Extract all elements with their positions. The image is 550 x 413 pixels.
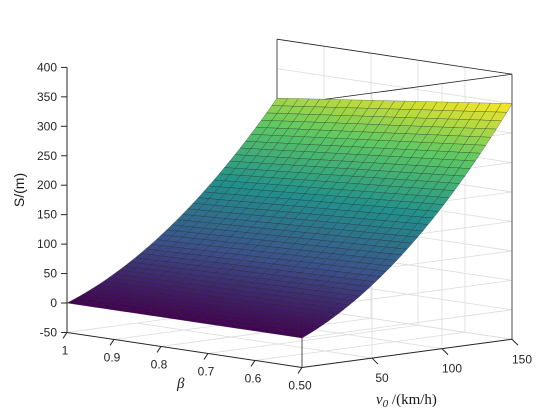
z-tick-label: -50 [40, 325, 58, 339]
z-tick-label: 150 [37, 208, 57, 222]
x-axis-label: v0 /(km/h) [376, 392, 437, 410]
x-axis-label-var: v [376, 392, 383, 408]
y-tick-mark [203, 353, 209, 360]
x-tick-label: 150 [512, 352, 532, 366]
surface-patch [290, 333, 308, 339]
y-tick-label: 0.7 [198, 364, 215, 378]
y-tick-label: 1 [62, 343, 69, 357]
y-tick-mark [109, 339, 115, 346]
x-tick-label: 50 [375, 371, 389, 385]
tick-labels: 400 350 300 250 200 150 100 50 0 -50 1 0.9 0.8 0.7 0.6… [37, 60, 532, 392]
z-tick-label: 250 [37, 149, 57, 163]
x-tick-mark [441, 348, 449, 356]
x-axis-label-unit: /(km/h) [388, 392, 437, 408]
z-tick-label: 350 [37, 90, 57, 104]
box-edge [276, 38, 513, 75]
gridline-z [276, 68, 513, 105]
x-tick-mark [511, 338, 519, 346]
z-axis-label: S/(m) [11, 173, 27, 207]
y-tick-mark [297, 367, 303, 374]
x-tick-label: 100 [442, 362, 462, 376]
y-tick-label: 0.50 [288, 378, 312, 392]
y-tick-label: 0.8 [151, 357, 168, 371]
box-edge [301, 73, 513, 103]
x-axis-line [301, 338, 513, 368]
gridline-y [254, 331, 466, 361]
y-tick-label: 0.6 [245, 371, 262, 385]
z-tick-label: 50 [44, 267, 58, 281]
y-axis-line [66, 331, 303, 368]
gridline-y [207, 324, 419, 354]
y-tick-mark [62, 332, 68, 339]
gridline-x [136, 322, 373, 359]
y-axis-label: β [176, 376, 185, 392]
y-tick-mark [156, 346, 162, 353]
z-tick-label: 100 [37, 237, 57, 251]
x-axis-label-sub: 0 [383, 398, 389, 410]
z-tick-label: 200 [37, 178, 57, 192]
surface-mesh [66, 97, 513, 339]
z-tick-label: 300 [37, 119, 57, 133]
x-tick-mark [371, 357, 379, 365]
z-tick-label: 0 [50, 296, 57, 310]
y-tick-mark [250, 360, 256, 367]
z-tick-label: 400 [37, 60, 57, 74]
y-tick-label: 0.9 [104, 350, 121, 364]
